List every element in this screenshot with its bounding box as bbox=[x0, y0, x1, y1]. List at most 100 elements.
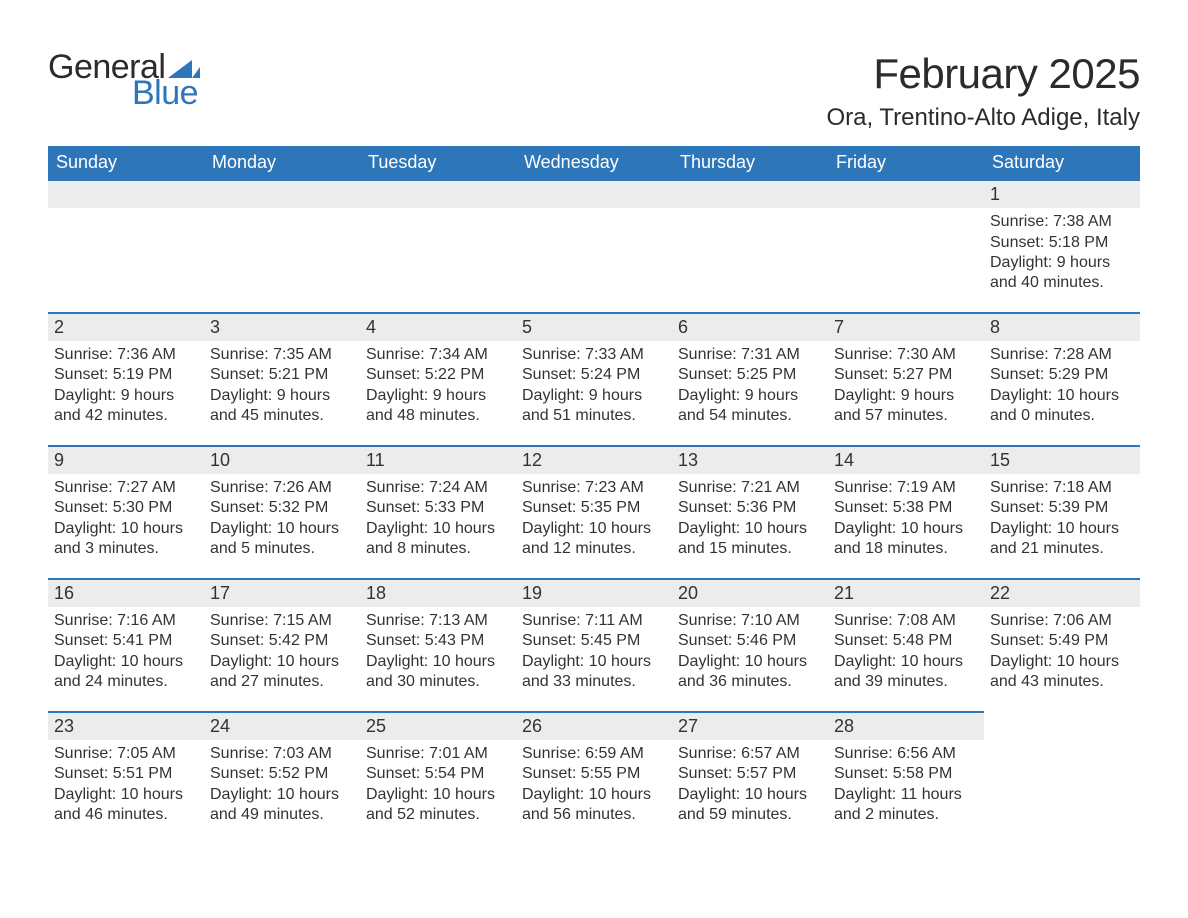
calendar-cell: . bbox=[516, 179, 672, 312]
day-number: 20 bbox=[672, 578, 828, 607]
day-number: 2 bbox=[48, 312, 204, 341]
day-header: Wednesday bbox=[516, 146, 672, 179]
sunset-value: Sunset: 5:18 PM bbox=[990, 233, 1134, 253]
sunset-value: Sunset: 5:35 PM bbox=[522, 498, 666, 518]
daylight-value: Daylight: 10 hours bbox=[366, 519, 510, 539]
calendar-week-row: 23Sunrise: 7:05 AMSunset: 5:51 PMDayligh… bbox=[48, 711, 1140, 844]
sunrise-value: Sunrise: 7:13 AM bbox=[366, 611, 510, 631]
day-number-blank: . bbox=[828, 179, 984, 208]
calendar-cell: 27Sunrise: 6:57 AMSunset: 5:57 PMDayligh… bbox=[672, 711, 828, 844]
day-number: 23 bbox=[48, 711, 204, 740]
calendar-cell: 9Sunrise: 7:27 AMSunset: 5:30 PMDaylight… bbox=[48, 445, 204, 578]
sunrise-value: Sunrise: 7:24 AM bbox=[366, 478, 510, 498]
sunset-value: Sunset: 5:45 PM bbox=[522, 631, 666, 651]
daylight-value: and 18 minutes. bbox=[834, 539, 978, 559]
day-number-blank: . bbox=[48, 179, 204, 208]
sunset-value: Sunset: 5:22 PM bbox=[366, 365, 510, 385]
calendar-cell: 13Sunrise: 7:21 AMSunset: 5:36 PMDayligh… bbox=[672, 445, 828, 578]
day-number: 16 bbox=[48, 578, 204, 607]
day-number: 10 bbox=[204, 445, 360, 474]
sunset-value: Sunset: 5:46 PM bbox=[678, 631, 822, 651]
daylight-value: Daylight: 10 hours bbox=[990, 652, 1134, 672]
day-number-blank: . bbox=[672, 179, 828, 208]
sunrise-value: Sunrise: 7:36 AM bbox=[54, 345, 198, 365]
daylight-value: Daylight: 10 hours bbox=[54, 785, 198, 805]
day-number: 24 bbox=[204, 711, 360, 740]
day-number: 8 bbox=[984, 312, 1140, 341]
sunrise-value: Sunrise: 7:30 AM bbox=[834, 345, 978, 365]
sunset-value: Sunset: 5:57 PM bbox=[678, 764, 822, 784]
calendar-week-row: ......1Sunrise: 7:38 AMSunset: 5:18 PMDa… bbox=[48, 179, 1140, 312]
day-number: 25 bbox=[360, 711, 516, 740]
calendar-cell: 5Sunrise: 7:33 AMSunset: 5:24 PMDaylight… bbox=[516, 312, 672, 445]
sunrise-value: Sunrise: 6:56 AM bbox=[834, 744, 978, 764]
day-number: 15 bbox=[984, 445, 1140, 474]
daylight-value: and 27 minutes. bbox=[210, 672, 354, 692]
day-number-blank: . bbox=[360, 179, 516, 208]
daylight-value: and 51 minutes. bbox=[522, 406, 666, 426]
daylight-value: Daylight: 9 hours bbox=[210, 386, 354, 406]
daylight-value: and 59 minutes. bbox=[678, 805, 822, 825]
calendar-cell: 14Sunrise: 7:19 AMSunset: 5:38 PMDayligh… bbox=[828, 445, 984, 578]
calendar-cell: 18Sunrise: 7:13 AMSunset: 5:43 PMDayligh… bbox=[360, 578, 516, 711]
calendar-page: General Blue February 2025 Ora, Trentino… bbox=[0, 0, 1188, 884]
day-number: 6 bbox=[672, 312, 828, 341]
daylight-value: Daylight: 10 hours bbox=[522, 652, 666, 672]
sunrise-value: Sunrise: 7:16 AM bbox=[54, 611, 198, 631]
daylight-value: Daylight: 10 hours bbox=[210, 652, 354, 672]
calendar-cell: 2Sunrise: 7:36 AMSunset: 5:19 PMDaylight… bbox=[48, 312, 204, 445]
daylight-value: and 49 minutes. bbox=[210, 805, 354, 825]
calendar-cell: 3Sunrise: 7:35 AMSunset: 5:21 PMDaylight… bbox=[204, 312, 360, 445]
day-number-blank: . bbox=[204, 179, 360, 208]
sunrise-value: Sunrise: 7:31 AM bbox=[678, 345, 822, 365]
sunrise-value: Sunrise: 7:11 AM bbox=[522, 611, 666, 631]
calendar-cell: 25Sunrise: 7:01 AMSunset: 5:54 PMDayligh… bbox=[360, 711, 516, 844]
sunrise-value: Sunrise: 7:10 AM bbox=[678, 611, 822, 631]
day-header: Monday bbox=[204, 146, 360, 179]
daylight-value: and 48 minutes. bbox=[366, 406, 510, 426]
calendar-week-row: 16 Sunrise: 7:16 AMSunset: 5:41 PM Dayligh… bbox=[48, 578, 1140, 711]
sunset-value: Sunset: 5:39 PM bbox=[990, 498, 1134, 518]
sunrise-value: Sunrise: 7:01 AM bbox=[366, 744, 510, 764]
sunset-value: Sunset: 5:27 PM bbox=[834, 365, 978, 385]
daylight-value: and 39 minutes. bbox=[834, 672, 978, 692]
sunset-value: Sunset: 5:30 PM bbox=[54, 498, 198, 518]
sunset-value: Sunset: 5:54 PM bbox=[366, 764, 510, 784]
daylight-value: and 24 minutes. bbox=[54, 672, 198, 692]
sunset-value: Sunset: 5:33 PM bbox=[366, 498, 510, 518]
daylight-value: Daylight: 10 hours bbox=[678, 519, 822, 539]
calendar-cell: 8Sunrise: 7:28 AMSunset: 5:29 PMDaylight… bbox=[984, 312, 1140, 445]
day-number: 1 bbox=[984, 179, 1140, 208]
daylight-value: Daylight: 10 hours bbox=[990, 519, 1134, 539]
daylight-value: Daylight: 9 hours bbox=[990, 253, 1134, 273]
calendar-cell: 23Sunrise: 7:05 AMSunset: 5:51 PMDayligh… bbox=[48, 711, 204, 844]
daylight-value: and 52 minutes. bbox=[366, 805, 510, 825]
sunrise-value: Sunrise: 7:08 AM bbox=[834, 611, 978, 631]
day-number: 21 bbox=[828, 578, 984, 607]
daylight-value: Daylight: 10 hours bbox=[522, 519, 666, 539]
brand-logo: General Blue bbox=[48, 50, 200, 110]
day-number: 5 bbox=[516, 312, 672, 341]
daylight-value: and 54 minutes. bbox=[678, 406, 822, 426]
daylight-value: Daylight: 9 hours bbox=[54, 386, 198, 406]
sunset-value: Sunset: 5:41 PM bbox=[54, 631, 198, 651]
sunset-value: Sunset: 5:24 PM bbox=[522, 365, 666, 385]
calendar-body: ......1Sunrise: 7:38 AMSunset: 5:18 PMDa… bbox=[48, 179, 1140, 844]
sunrise-value: Sunrise: 7:38 AM bbox=[990, 212, 1134, 232]
location-label: Ora, Trentino-Alto Adige, Italy bbox=[827, 104, 1141, 132]
sunrise-value: Sunrise: 7:27 AM bbox=[54, 478, 198, 498]
sunset-value: Sunset: 5:32 PM bbox=[210, 498, 354, 518]
day-header: Tuesday bbox=[360, 146, 516, 179]
daylight-value: Daylight: 10 hours bbox=[678, 785, 822, 805]
sunrise-value: Sunrise: 7:18 AM bbox=[990, 478, 1134, 498]
calendar-cell: 12Sunrise: 7:23 AMSunset: 5:35 PMDayligh… bbox=[516, 445, 672, 578]
sunset-value: Sunset: 5:25 PM bbox=[678, 365, 822, 385]
calendar-cell: 16Sunrise: 7:16 AMSunset: 5:41 PMDayligh… bbox=[48, 578, 204, 711]
daylight-value: and 33 minutes. bbox=[522, 672, 666, 692]
sunrise-value: Sunrise: 7:23 AM bbox=[522, 478, 666, 498]
daylight-value: Daylight: 9 hours bbox=[834, 386, 978, 406]
day-header: Saturday bbox=[984, 146, 1140, 179]
sunset-value: Sunset: 5:55 PM bbox=[522, 764, 666, 784]
calendar-cell: 26Sunrise: 6:59 AMSunset: 5:55 PMDayligh… bbox=[516, 711, 672, 844]
daylight-value: and 12 minutes. bbox=[522, 539, 666, 559]
